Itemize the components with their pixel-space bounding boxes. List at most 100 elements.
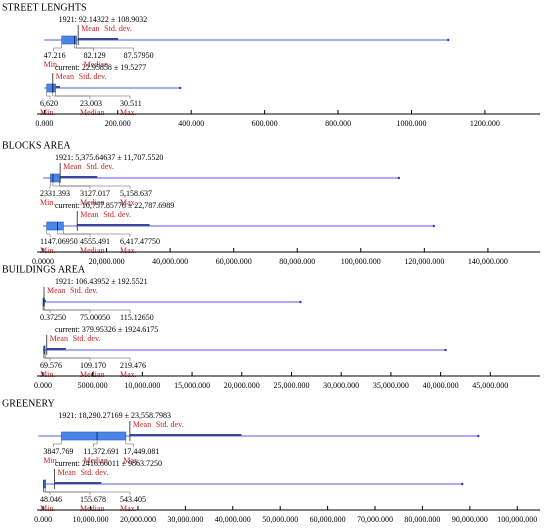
stat-value: 109.170 (80, 361, 106, 370)
summary: : 92.14322 ± 108.9032 (75, 15, 148, 24)
mean-label: Mean (63, 162, 81, 171)
stat-label: Median (80, 504, 104, 513)
stat-label: Max. (120, 246, 137, 255)
stat-value: 543.405 (120, 495, 146, 504)
series-name: 1921 (55, 153, 71, 162)
stat-value: 115.12650 (120, 313, 154, 322)
stat-value: 17,449.081 (123, 447, 159, 456)
box-summary: 1921: 5,375.64637 ± 11,707.5520 (55, 153, 163, 162)
stat-label: Median (80, 246, 104, 255)
x-tick-label: 5000.000 (78, 381, 108, 390)
x-tick-label: 40,000.000 (215, 515, 251, 524)
stat-value: 1147.06950 (40, 237, 78, 246)
std-label: Std. dev. (156, 420, 184, 429)
mean-label: Mean (56, 72, 74, 81)
x-tick-label: 45,000.000 (472, 381, 508, 390)
x-tick-label: 80,000.000 (404, 515, 440, 524)
stat-label: Min. (40, 108, 55, 117)
mean-label: Mean (58, 468, 76, 477)
box-summary: 1921: 92.14322 ± 108.9032 (59, 15, 148, 24)
series-name: 1921 (59, 15, 75, 24)
stat-value: 82.129 (84, 51, 106, 60)
stat-value: 2331.393 (40, 189, 70, 198)
stat-value: 47.216 (44, 51, 66, 60)
stat-value: 4555.491 (80, 237, 110, 246)
panel-title: GREENERY (2, 398, 55, 409)
box (47, 222, 64, 230)
std-label: Std. dev. (79, 72, 107, 81)
x-tick-label: 70,000.000 (357, 515, 393, 524)
x-tick-label: 140,000.000 (468, 257, 508, 266)
stat-value: 219.476 (120, 361, 146, 370)
box-summary: 1921: 18,290.27169 ± 23,558.7983 (58, 411, 171, 420)
mean-label: Mean (80, 210, 98, 219)
panel-title: BUILDINGS AREA (2, 264, 86, 275)
range-end (447, 39, 449, 41)
stat-value: 6,620 (40, 99, 58, 108)
summary: : 18,290.27169 ± 23,558.7983 (74, 411, 171, 420)
x-tick-label: 1200.000 (470, 119, 500, 128)
x-tick-label: 0.000 (34, 381, 52, 390)
stat-value: 0.37250 (40, 313, 66, 322)
range-end (433, 225, 435, 227)
panel-title: BLOCKS AREA (2, 140, 71, 151)
series-name: current (55, 63, 78, 72)
range-end (444, 349, 446, 351)
std-label: Std. dev. (103, 210, 131, 219)
stat-value: 5,158.637 (120, 189, 152, 198)
box-summary: current: 379.95326 ± 1924.6175 (55, 325, 158, 334)
std-label: Std. dev. (70, 286, 98, 295)
x-tick-label: 800.000 (325, 119, 351, 128)
mean-label: Mean (81, 24, 99, 33)
summary: : 22.95858 ± 19.5277 (78, 63, 147, 72)
x-tick-label: 20,000.000 (89, 257, 125, 266)
x-tick-label: 50,000.000 (262, 515, 298, 524)
std-label: Std. dev. (73, 334, 101, 343)
mean-label: Mean (50, 334, 68, 343)
x-tick-label: 0.000 (35, 119, 53, 128)
std-label: Std. dev. (81, 468, 109, 477)
summary: : 2416.66011 ± 9863.7250 (78, 459, 162, 468)
series-name: current (55, 459, 78, 468)
series-name: current (55, 325, 78, 334)
stat-value: 69.576 (40, 361, 62, 370)
stat-value: 155.678 (80, 495, 106, 504)
range-end (299, 301, 301, 303)
x-tick-label: 60,000.000 (310, 515, 346, 524)
box (50, 174, 59, 182)
x-tick-label: 40,000.000 (423, 381, 459, 390)
stat-label: Median (80, 108, 104, 117)
stat-label: Max. (120, 370, 137, 379)
box-summary: current: 22.95858 ± 19.5277 (55, 63, 146, 72)
x-tick-label: 90,000.000 (452, 515, 488, 524)
box (47, 84, 56, 92)
summary: : 379.95326 ± 1924.6175 (78, 325, 159, 334)
x-tick-label: 10,000.000 (73, 515, 109, 524)
series-name: 1921 (55, 277, 71, 286)
mean-label: Mean (133, 420, 151, 429)
x-tick-label: 40,000.000 (152, 257, 188, 266)
x-tick-label: 400.000 (178, 119, 204, 128)
x-tick-label: 25,000.000 (273, 381, 309, 390)
x-tick-label: 1000.000 (396, 119, 426, 128)
x-tick-label: 60,000.000 (216, 257, 252, 266)
panel-title: STREET LENGHTS (2, 2, 87, 13)
stat-label: Max. (120, 504, 137, 513)
stat-value: 75.00050 (80, 313, 110, 322)
stat-label: Min. (40, 198, 55, 207)
stat-value: 30.511 (120, 99, 142, 108)
stat-value: 6,417.47750 (120, 237, 160, 246)
summary: : 10,757.85776 ± 22,787.6989 (78, 201, 175, 210)
std-label: Std. dev. (104, 24, 132, 33)
stat-label: Min. (40, 504, 55, 513)
x-tick-label: 10,000.000 (124, 381, 160, 390)
x-tick-label: 35,000.000 (373, 381, 409, 390)
x-tick-label: 600.000 (252, 119, 278, 128)
x-tick-label: 20,000.000 (224, 381, 260, 390)
std-label: Std. dev. (86, 162, 114, 171)
box-summary: 1921: 106.43952 ± 192.5521 (55, 277, 148, 286)
box (61, 432, 125, 440)
stat-value: 23.003 (80, 99, 102, 108)
range-end (179, 87, 181, 89)
